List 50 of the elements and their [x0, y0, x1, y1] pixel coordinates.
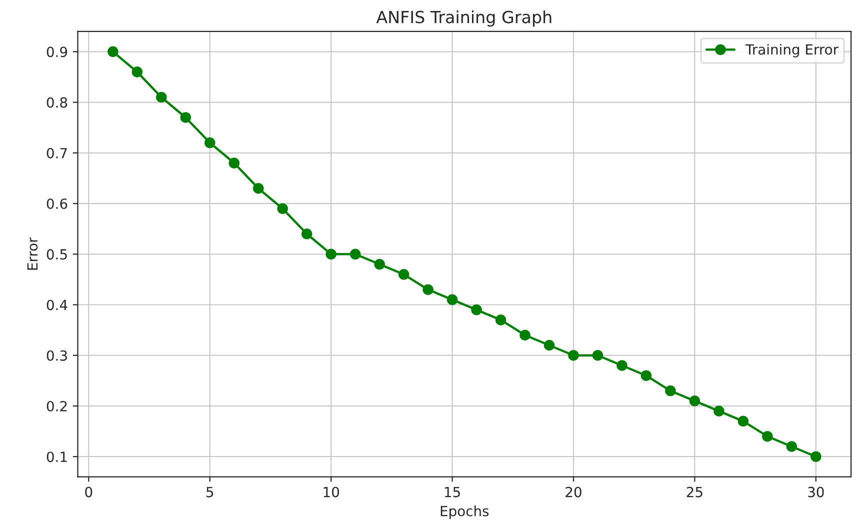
point: [616, 360, 628, 371]
point: [204, 137, 216, 148]
y-tick-label: 0.1: [46, 452, 67, 462]
x-tick-label: 30: [808, 486, 824, 498]
point: [108, 46, 118, 58]
legend-label: Training Error: [745, 44, 839, 58]
point: [132, 66, 143, 78]
point: [665, 385, 676, 396]
point: [301, 228, 312, 240]
point: [520, 330, 530, 341]
point: [738, 416, 749, 427]
x-axis-title: Epochs: [440, 506, 489, 519]
point: [422, 284, 434, 295]
chart-title: ANFIS Training Graph: [376, 10, 552, 27]
point: [471, 304, 482, 316]
point: [446, 294, 458, 306]
y-tick-label: 0.7: [46, 148, 67, 158]
point: [277, 203, 288, 214]
point: [786, 441, 798, 452]
point: [156, 92, 167, 103]
point: [640, 370, 652, 381]
y-tick-label: 0.2: [46, 400, 67, 412]
point: [326, 248, 336, 260]
point: [252, 182, 264, 194]
point: [762, 430, 773, 442]
y-tick-label: 0.4: [46, 300, 68, 310]
point: [398, 269, 410, 280]
y-tick-label: 0.3: [46, 350, 67, 361]
y-tick-label: 0.9: [46, 46, 68, 58]
y-tick-label: 0.5: [46, 249, 67, 260]
x-tick-label: 5: [206, 486, 214, 498]
point: [228, 158, 240, 168]
y-axis-title: Error: [27, 237, 38, 270]
point: [689, 396, 700, 406]
point: [714, 406, 724, 416]
point: [495, 314, 506, 326]
x-tick-label: 20: [566, 486, 582, 498]
y-tick-label: 0.8: [46, 97, 68, 108]
x-tick-label: 0: [85, 486, 92, 498]
point: [810, 451, 822, 462]
x-tick-label: 10: [324, 486, 339, 498]
point: [374, 258, 385, 270]
point: [350, 248, 361, 260]
point: [592, 350, 604, 361]
x-tick-label: 25: [686, 486, 702, 498]
point: [568, 350, 579, 361]
y-tick-label: 0.6: [46, 198, 68, 209]
x-tick-label: 15: [444, 486, 460, 498]
point: [544, 340, 555, 351]
point: [180, 112, 192, 123]
